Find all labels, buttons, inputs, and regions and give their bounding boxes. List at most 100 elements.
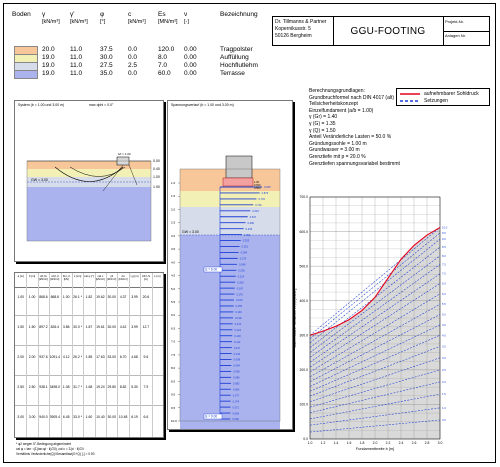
depth-tick-label: 3.5 xyxy=(171,247,176,251)
stress-value: 0.391 xyxy=(244,233,251,237)
results-cell: 1.50 xyxy=(28,325,36,329)
stress-value: 0.155 xyxy=(236,304,243,308)
bearing-curve xyxy=(309,226,441,336)
settlement-label: 5.0 xyxy=(442,313,446,317)
annex-label: Anlagen Nr. xyxy=(445,33,466,38)
footing-column xyxy=(225,155,253,179)
stress-value: 0.074 xyxy=(233,399,240,403)
x-tick-label: 2.8 xyxy=(425,441,430,445)
soil-cell: 0.00 xyxy=(184,53,197,61)
chart-legend: aufnehmbarer Sohldruck Setzungen xyxy=(396,88,490,106)
soil-header-unit: [kN/m³] xyxy=(70,19,88,25)
settlement-label: 3.5 xyxy=(442,344,446,348)
legend-line-dashed xyxy=(400,100,420,102)
soil-cell: 11.0 xyxy=(70,61,83,69)
results-header: UK LS [m] xyxy=(141,274,150,282)
results-cell: 4.68 xyxy=(131,355,138,359)
results-cell: 1091.4 xyxy=(49,355,61,359)
results-row-rule xyxy=(15,405,163,406)
depth-tick-label: 1.5 xyxy=(171,194,176,198)
depth-label: 0.40 xyxy=(153,167,160,171)
results-header: L [m] xyxy=(154,274,161,278)
project-label: Projekt-Nr. xyxy=(445,19,464,24)
stress-value: 0.066 xyxy=(232,417,239,421)
results-cell: 3.00 xyxy=(17,415,24,419)
results-cell: 1.08 xyxy=(62,385,70,389)
stress-value: 0.112 xyxy=(234,340,241,344)
settlement-label: 2.5 xyxy=(442,368,446,372)
system-view-label: System (b = 1.00 und 3.00 m) xyxy=(18,103,65,107)
stress-value: 0.146 xyxy=(235,310,242,314)
soil-header: γ' xyxy=(70,11,75,18)
results-col-rule xyxy=(94,273,96,437)
results-cell: 1.87 xyxy=(85,325,93,329)
stress-value: 0.124 xyxy=(234,328,241,332)
results-col-rule xyxy=(117,273,119,437)
results-header: γ2 [kN/m³] xyxy=(107,274,117,282)
legend-label-settlement: Setzungen xyxy=(424,97,448,104)
results-cell: 826.4 xyxy=(50,325,60,329)
stress-view-panel: Spannungsverlauf (b = 1.00 und 3.00 m) G… xyxy=(167,100,293,430)
depth-tick-label: 5.0 xyxy=(171,287,176,291)
plot-frame xyxy=(309,196,441,440)
stress-value: 0.321 xyxy=(242,245,249,249)
results-row-rule xyxy=(15,345,163,346)
results-cell: 868.6 xyxy=(39,295,48,299)
depth-tick-label: 8.5 xyxy=(171,379,176,383)
document-title: GGU-FOOTING xyxy=(350,25,426,37)
stress-view-label: Spannungsverlauf (b = 1.00 und 3.00 m) xyxy=(171,103,234,107)
depth-tick-label: 9.5 xyxy=(171,406,176,410)
soil-cell: 11.0 xyxy=(70,69,83,77)
stress-value: 0.098 xyxy=(234,358,241,362)
x-axis-label: Fundamentbreite b [m] xyxy=(356,447,394,451)
bearing-chart: 1.0 1.2 1.4 1.6 1.8 2.0 2.2 2.4 2.6 2.8 3.0 0.0 100.… xyxy=(293,195,448,451)
depth-tick-label: 7.5 xyxy=(171,353,176,357)
results-cell: 4.37 xyxy=(119,295,127,299)
results-cell: 1.00 xyxy=(17,295,24,299)
info-line: γ (Gr) = 1.40 xyxy=(309,114,338,121)
soil-cell: 20.0 xyxy=(42,45,55,53)
results-cell: 1.85 xyxy=(85,355,93,359)
results-cell: 1.82 xyxy=(85,295,93,299)
info-line: γ (G) = 1.35 xyxy=(309,121,336,127)
stress-top-value: 1.00 xyxy=(254,180,260,184)
results-cell: 7.9 xyxy=(143,385,149,389)
soil-header-unit: [-] xyxy=(184,19,189,25)
results-cell: 938.1 xyxy=(39,385,48,389)
stress-value: 0.077 xyxy=(233,393,240,397)
settlement-line xyxy=(309,264,441,358)
results-header: cal φ [°] xyxy=(84,274,94,278)
section-frame xyxy=(26,160,152,242)
soil-cell: 0.0 xyxy=(128,69,138,77)
settlement-label: 10.0 xyxy=(442,225,448,229)
soil-cell: 19.0 xyxy=(42,61,55,69)
results-cell: 19.61 xyxy=(96,325,105,329)
soil-cell: 120.0 xyxy=(158,45,175,53)
info-line: Anteil Veränderliche Lasten = 50.0 % xyxy=(309,134,392,141)
depth-tick-label: 3.0 xyxy=(171,234,176,238)
stress-value: 0.069 xyxy=(232,411,239,415)
results-header: cal c [kN/m²] xyxy=(95,274,105,282)
x-tick-label: 1.8 xyxy=(360,441,365,445)
results-cell: 1.68 xyxy=(85,385,93,389)
system-view-label-2: max dphi = 0.0° xyxy=(89,103,114,107)
x-tick-label: 1.4 xyxy=(334,441,339,445)
settlement-line xyxy=(309,346,441,397)
stress-value: 0.080 xyxy=(233,387,240,391)
settlement-line xyxy=(309,324,441,387)
soil-header-unit: [kN/m²] xyxy=(128,19,146,25)
company-line-1: Dr. Tillmanns & Partner xyxy=(275,19,327,25)
soil-cell: 0.00 xyxy=(184,61,197,69)
x-tick-label: 2.6 xyxy=(412,441,417,445)
x-tick-label: 2.4 xyxy=(399,441,404,445)
depth-tick-label: 7.0 xyxy=(171,340,176,344)
depth-tick-label: 6.5 xyxy=(171,326,176,330)
depth-tick-label: 1.0 xyxy=(171,181,176,185)
results-cell: 30.0 * xyxy=(73,325,83,329)
results-cell: 3905.4 xyxy=(49,415,61,419)
settlement-line xyxy=(309,232,441,339)
results-cell: 4.12 xyxy=(62,355,70,359)
stress-value: 0.791 xyxy=(258,197,265,201)
results-cell: 31.7 * xyxy=(73,385,83,389)
soil-cell: 0.0 xyxy=(128,45,138,53)
